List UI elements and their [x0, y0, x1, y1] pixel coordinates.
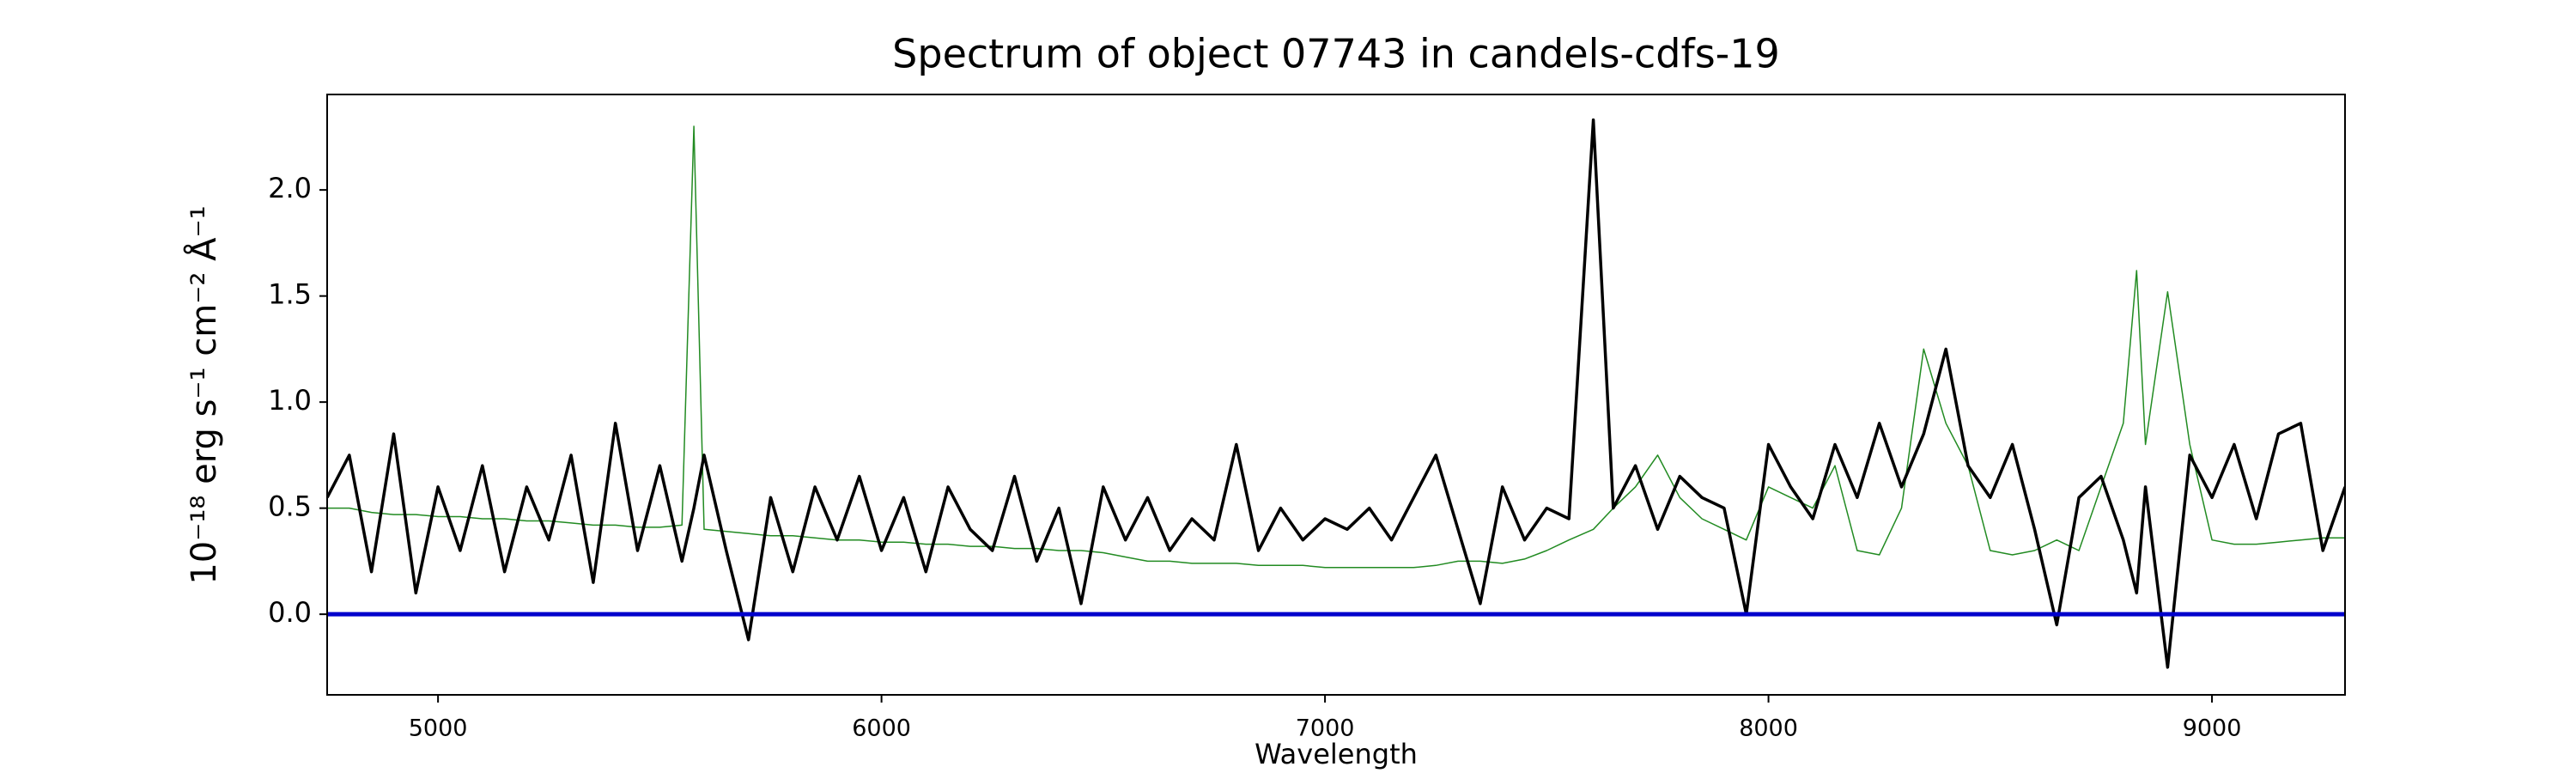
x-tick-label: 7000 [1296, 715, 1355, 742]
spectrum-line [327, 125, 2345, 569]
y-tick-label: 1.5 [268, 278, 312, 311]
y-tick-label: 0.0 [268, 596, 312, 629]
x-tick-label: 6000 [852, 715, 911, 742]
x-tick-label: 9000 [2183, 715, 2242, 742]
y-tick-label: 0.5 [268, 490, 312, 523]
x-tick-label: 8000 [1739, 715, 1798, 742]
plot-frame [326, 94, 2346, 696]
y-tick-label: 2.0 [268, 172, 312, 204]
x-tick-label: 5000 [409, 715, 468, 742]
spectrum-line [327, 118, 2345, 669]
y-axis-label: 10⁻¹⁸ erg s⁻¹ cm⁻² Å⁻¹ [183, 205, 224, 584]
chart-title: Spectrum of object 07743 in candels-cdfs… [892, 31, 1780, 77]
x-axis-label: Wavelength [1255, 738, 1418, 770]
y-tick-label: 1.0 [268, 384, 312, 417]
